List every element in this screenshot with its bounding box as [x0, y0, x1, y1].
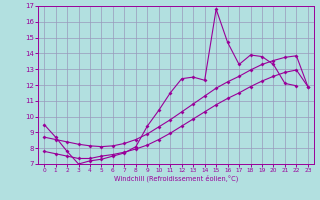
X-axis label: Windchill (Refroidissement éolien,°C): Windchill (Refroidissement éolien,°C)	[114, 175, 238, 182]
